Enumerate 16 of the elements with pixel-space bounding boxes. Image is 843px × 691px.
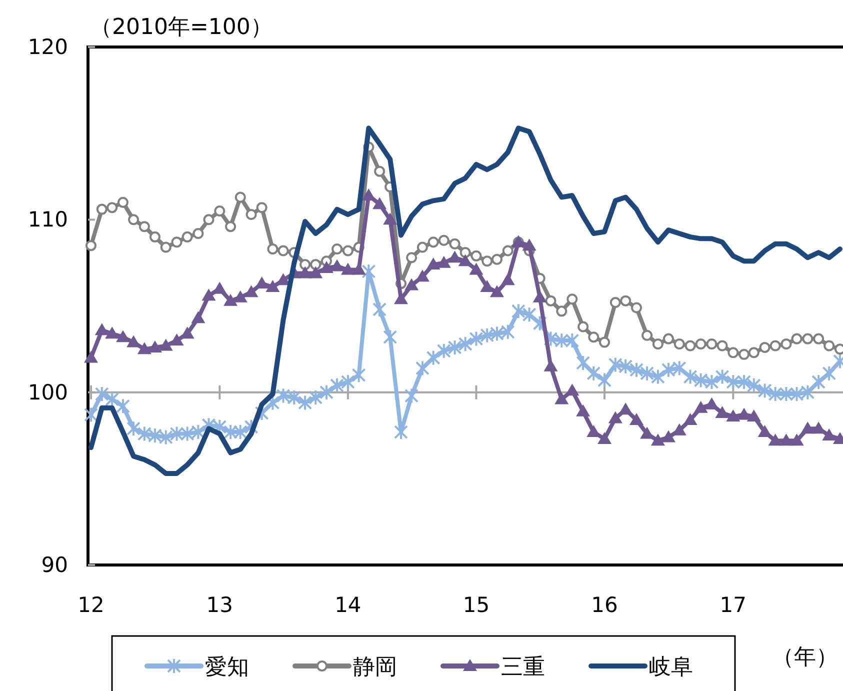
y-tick-label: 100 — [28, 380, 68, 404]
x-tick-label: 12 — [78, 593, 104, 617]
y-axis-title: （2010年=100） — [90, 15, 272, 40]
legend-label: 静岡 — [353, 655, 397, 680]
x-tick-label: 14 — [334, 593, 362, 617]
legend-label: 岐阜 — [649, 655, 693, 680]
legend-label: 三重 — [501, 655, 545, 680]
x-tick-label: 13 — [206, 593, 234, 617]
x-axis-title: （年） — [772, 645, 838, 670]
x-tick-label: 15 — [462, 593, 490, 617]
x-tick-label: 17 — [720, 593, 747, 617]
y-tick-label: 110 — [28, 208, 68, 232]
y-tick-label: 90 — [41, 553, 68, 577]
legend-label: 愛知 — [205, 655, 249, 680]
y-tick-label: 120 — [28, 35, 68, 59]
x-tick-label: 16 — [591, 593, 618, 617]
